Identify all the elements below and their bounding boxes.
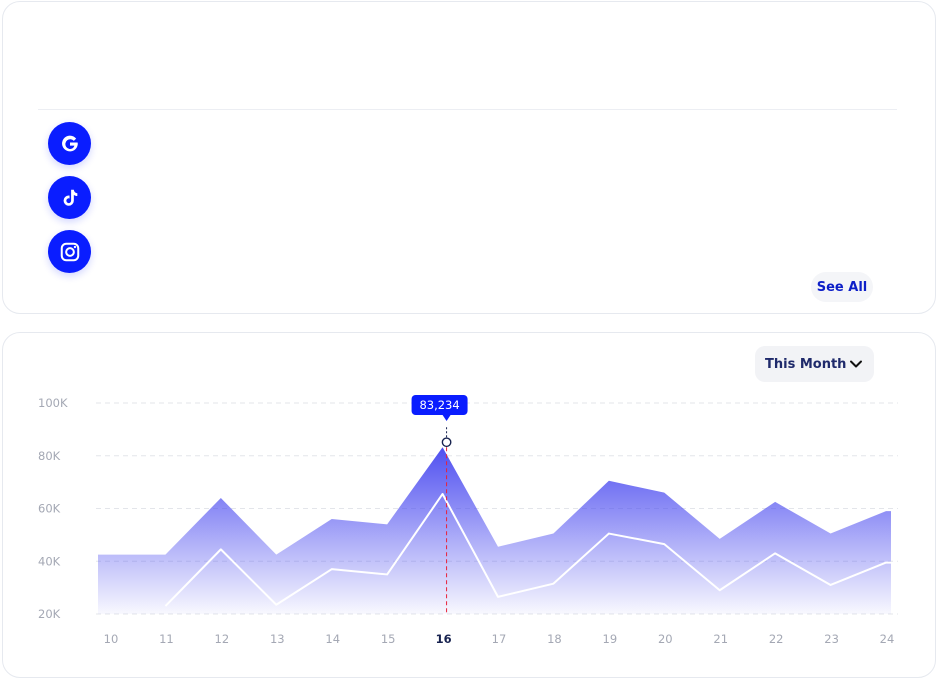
tiktok-icon [63,189,77,206]
google-icon [61,135,78,151]
x-tick-label: 14 [325,632,340,646]
see-all-button[interactable]: See All [811,272,873,302]
social-sources-card: See All [2,1,936,314]
x-tick-label: 23 [824,632,839,646]
x-tick-label: 11 [159,632,174,646]
instagram-icon [60,242,79,261]
y-tick-label: 100K [38,396,68,410]
x-tick-label: 16 [436,632,452,646]
x-tick-label: 13 [270,632,285,646]
series-area-total [98,447,891,614]
series-line-secondary [164,492,891,607]
instagram-button[interactable] [48,230,91,273]
tiktok-button[interactable] [48,176,91,219]
x-tick-label: 20 [658,632,673,646]
tooltip-value: 83,234 [419,398,459,412]
date-range-value: This Month [765,356,847,372]
x-tick-label: 19 [603,632,618,646]
y-tick-label: 20K [38,607,61,621]
x-tick-label: 18 [547,632,562,646]
y-tick-label: 60K [38,502,61,516]
tooltip-pointer [442,415,451,421]
highlight-point [441,437,452,448]
x-tick-label: 12 [215,632,230,646]
x-tick-label: 24 [880,632,895,646]
tooltip-box [411,395,468,415]
divider [38,109,897,110]
y-tick-label: 80K [38,449,61,463]
x-tick-label: 10 [104,632,119,646]
y-tick-label: 40K [38,554,61,568]
chevron-down-icon [850,360,862,368]
x-tick-label: 15 [381,632,396,646]
date-range-select[interactable]: This Month [755,346,874,382]
x-tick-label: 22 [769,632,784,646]
google-button[interactable] [48,122,91,165]
x-tick-label: 21 [713,632,728,646]
x-tick-label: 17 [492,632,507,646]
